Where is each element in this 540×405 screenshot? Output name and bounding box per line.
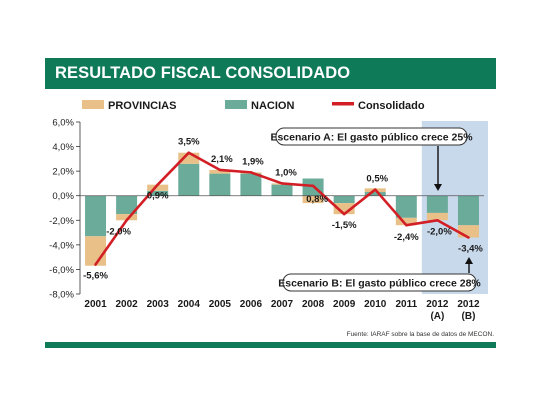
- bar-provincias: [116, 214, 138, 221]
- bar-nacion: [364, 192, 386, 196]
- x-tick-label: 2011: [395, 299, 417, 310]
- bar-provincias: [209, 169, 231, 174]
- bar-nacion: [209, 173, 231, 196]
- bar-provincias: [426, 212, 448, 221]
- bar-provincias: [302, 195, 324, 204]
- x-tick-label: 2009: [333, 299, 356, 310]
- value-label: 2,1%: [211, 154, 233, 165]
- value-labels: -5,6% -2,0% 0,9% 3,5% 2,1% 1,9% 1,0% 0,8% -1,5% 0…: [83, 137, 483, 282]
- bar-provincias: [178, 152, 200, 164]
- x-tick-label: 2010: [364, 299, 387, 310]
- consolidado-point: [249, 171, 253, 174]
- x-axis: 2001 2002 2003 2004 2005 2006 2007 2008 2009 2010…: [84, 299, 480, 322]
- value-label: 0,9%: [147, 191, 169, 202]
- x-tick-label: 2008: [302, 299, 325, 310]
- legend-label-consolidado: Consolidado: [358, 100, 425, 112]
- consolidado-point: [94, 263, 97, 266]
- y-tick-label: -2,0%: [49, 216, 74, 227]
- legend-label-provincias: PROVINCIAS: [108, 100, 176, 112]
- consolidado-point: [156, 183, 159, 186]
- legend-swatch-provincias: [82, 100, 104, 109]
- bar-nacion: [178, 163, 200, 196]
- consolidado-point: [342, 212, 346, 216]
- bar-provincias: [147, 184, 169, 191]
- scenario-a-text: Escenario A: El gasto público crece 25%: [270, 132, 473, 144]
- value-label: -3,4%: [458, 243, 483, 254]
- consolidado-point: [187, 151, 190, 154]
- x-tick-label: 2012: [426, 299, 449, 310]
- bar-nacion: [240, 173, 262, 196]
- value-label: 3,5%: [178, 137, 200, 148]
- bar-nacion: [333, 195, 355, 204]
- bottom-bar: [45, 342, 496, 348]
- y-tick-label: 2,0%: [52, 167, 74, 178]
- consolidado-point: [467, 236, 470, 239]
- bar-provincias: [85, 236, 107, 266]
- x-tick-label: 2005: [209, 299, 232, 310]
- scenario-a-box: [275, 127, 468, 146]
- bar-nacion: [395, 195, 417, 218]
- bar-provincias: [395, 217, 417, 226]
- y-tick-label: 4,0%: [52, 142, 74, 153]
- bar-provincias: [457, 225, 479, 238]
- scenario-b-box: [282, 273, 477, 292]
- bar-nacion: [116, 195, 138, 215]
- y-tick-label: -4,0%: [49, 240, 74, 251]
- legend: PROVINCIAS NACION Consolidado: [82, 100, 425, 112]
- bar-nacion: [426, 195, 448, 213]
- consolidado-point: [218, 168, 222, 172]
- consolidado-point: [280, 182, 284, 185]
- value-label: -2,4%: [394, 232, 419, 243]
- y-tick-label: 6,0%: [52, 118, 74, 129]
- x-tick-label: 2001: [84, 299, 107, 310]
- value-label: -5,6%: [83, 271, 108, 282]
- value-label: 1,9%: [242, 156, 264, 167]
- legend-label-nacion: NACION: [251, 100, 294, 112]
- x-tick-label: 2006: [240, 299, 263, 310]
- scenario-b-arrowhead: [465, 257, 473, 264]
- chart-title: RESULTADO FISCAL CONSOLIDADO: [45, 58, 496, 89]
- x-tick-label: 2002: [115, 299, 138, 310]
- legend-swatch-consolidado: [332, 102, 354, 106]
- y-axis: 6,0% 4,0% 2,0% 0,0% -2,0% -4,0% -6,0% -8,0%: [49, 118, 81, 301]
- bar-nacion: [271, 184, 293, 196]
- source-note: Fuente: IARAF sobre la base de datos de …: [347, 331, 495, 338]
- legend-swatch-nacion: [225, 100, 247, 109]
- x-tick-label: 2012: [457, 299, 480, 310]
- bar-nacion: [85, 195, 107, 237]
- y-tick-label: -6,0%: [49, 265, 74, 276]
- x-tick-sublabel: (B): [462, 311, 476, 322]
- value-label: -2,0%: [427, 226, 452, 237]
- bar-provincias: [333, 203, 355, 215]
- consolidado-point: [125, 219, 128, 222]
- value-label: 0,5%: [366, 174, 388, 185]
- scenario-a-arrowhead: [434, 184, 442, 191]
- scenario-a-annotation: Escenario A: El gasto público crece 25%: [270, 127, 473, 191]
- value-label: 0,8%: [306, 194, 328, 205]
- x-tick-label: 2007: [271, 299, 294, 310]
- consolidado-point: [311, 184, 315, 188]
- consolidado-line: [94, 151, 470, 266]
- consolidado-point: [436, 219, 439, 222]
- x-tick-label: 2003: [147, 299, 170, 310]
- consolidado-point: [405, 224, 408, 227]
- value-label: -1,5%: [332, 220, 357, 231]
- scenario-b-annotation: Escenario B: El gasto público crece 28%: [278, 257, 481, 292]
- value-label: 1,0%: [275, 167, 297, 178]
- consolidado-point: [374, 188, 377, 191]
- value-label: -2,0%: [106, 226, 131, 237]
- y-tick-label: 0,0%: [52, 191, 74, 202]
- bar-nacion: [147, 190, 169, 196]
- y-tick-label: -8,0%: [49, 290, 74, 301]
- scenario-b-text: Escenario B: El gasto público crece 28%: [278, 278, 481, 290]
- x-tick-label: 2004: [178, 299, 201, 310]
- x-tick-sublabel: (A): [430, 311, 444, 322]
- bar-nacion: [457, 195, 479, 226]
